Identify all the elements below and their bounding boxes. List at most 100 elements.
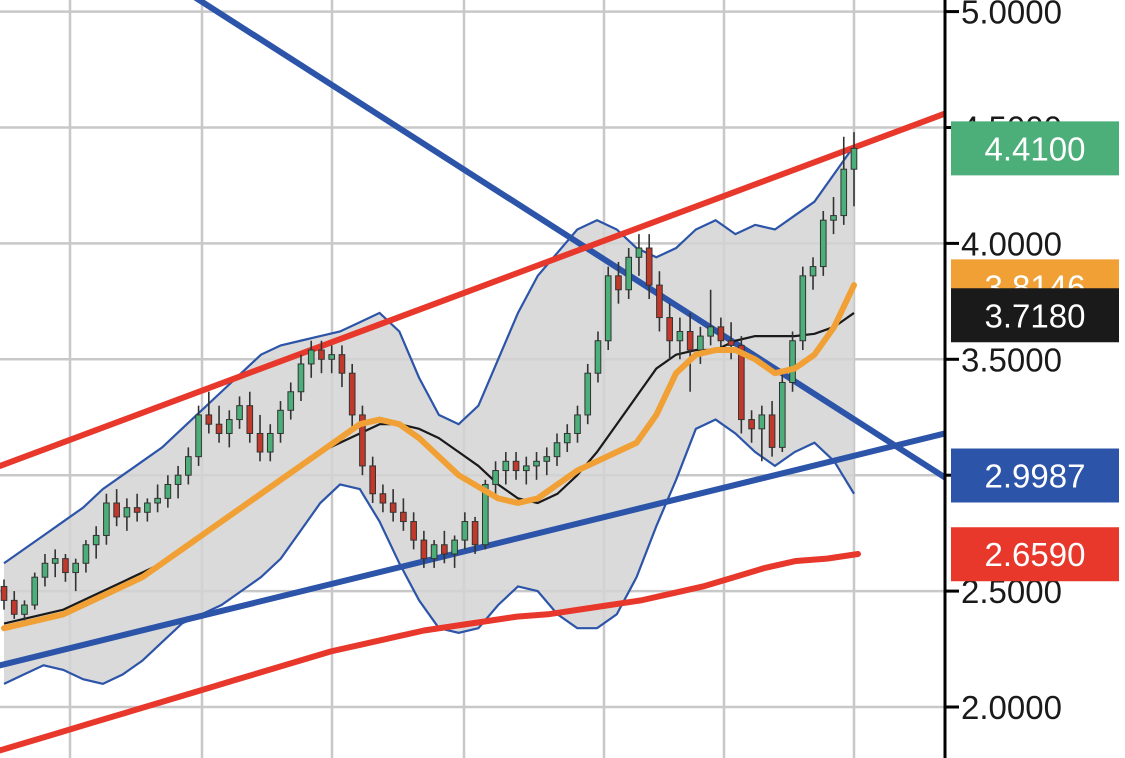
candle-1: [10, 591, 18, 619]
candle-body-25: [256, 432, 264, 453]
candle-body-9: [92, 534, 100, 546]
candle-body-45: [461, 521, 469, 541]
candle-53: [543, 447, 551, 476]
candle-17: [174, 465, 182, 499]
candle-19: [195, 405, 202, 466]
candle-63: [645, 234, 653, 300]
price-badge-bg-4: [951, 527, 1119, 582]
candle-body-71: [727, 340, 735, 346]
candle-71: [727, 322, 735, 360]
candle-body-58: [594, 340, 602, 374]
candle-16: [164, 475, 172, 508]
price-badge-bg-0: [951, 121, 1119, 176]
candle-41: [420, 530, 428, 568]
candle-40: [410, 512, 417, 550]
candle-9: [92, 526, 100, 559]
candle-body-8: [82, 544, 90, 564]
candle-body-62: [635, 247, 643, 258]
candle-79: [809, 257, 817, 290]
candle-55: [563, 424, 571, 453]
y-tick-label-4: 4.0000: [961, 225, 1062, 262]
candle-body-14: [144, 502, 151, 513]
candle-body-72: [738, 344, 745, 421]
candle-body-2: [21, 604, 28, 615]
candle-body-78: [799, 275, 807, 342]
candle-49: [502, 452, 510, 485]
price-badge-bg-3: [951, 448, 1119, 503]
candle-24: [246, 391, 254, 443]
candle-11: [113, 489, 120, 527]
candle-body-36: [369, 465, 376, 495]
price-badge-label-4: 2.6590: [985, 536, 1086, 573]
candle-73: [748, 410, 755, 443]
candle-57: [584, 363, 592, 425]
candle-body-30: [307, 349, 315, 365]
trendline-blue_down: [193, 0, 948, 481]
candle-body-33: [338, 354, 346, 374]
candle-body-20: [205, 414, 213, 425]
price-badge-label-0: 4.4100: [985, 130, 1086, 167]
ma-fast-line: [1, 282, 857, 632]
band-lower-line: [3, 418, 855, 685]
candle-body-79: [809, 266, 817, 277]
candle-18: [185, 447, 192, 485]
trendline-red_up: [0, 110, 948, 469]
candle-body-54: [553, 442, 561, 458]
candle-body-51: [522, 465, 530, 472]
candle-body-32: [328, 354, 336, 360]
candle-body-50: [512, 460, 520, 472]
candle-39: [400, 498, 407, 531]
candle-34: [348, 363, 356, 429]
candle-body-49: [502, 460, 510, 472]
candle-75: [768, 401, 776, 457]
candle-23: [236, 396, 243, 429]
candle-4: [41, 554, 49, 587]
candle-10: [103, 493, 110, 545]
candle-body-29: [297, 363, 305, 393]
candle-body-17: [174, 474, 182, 485]
candle-46: [471, 516, 479, 555]
candle-44: [451, 535, 458, 568]
candle-body-28: [287, 391, 295, 411]
candle-body-3: [31, 576, 39, 606]
candle-2: [21, 600, 28, 624]
candle-62: [635, 234, 643, 276]
candle-body-69: [707, 326, 714, 337]
candle-body-52: [533, 460, 540, 467]
candle-body-43: [441, 544, 448, 555]
candle-body-11: [113, 502, 120, 518]
candle-48: [492, 461, 499, 494]
candle-body-4: [41, 562, 49, 578]
candle-body-19: [195, 414, 202, 458]
candle-body-42: [430, 544, 438, 560]
candle-body-37: [379, 493, 387, 504]
candle-body-56: [574, 414, 581, 434]
y-tick-label-6: 5.0000: [961, 0, 1062, 31]
ma-long-line: [0, 551, 861, 754]
candle-body-24: [246, 405, 254, 434]
candle-56: [574, 405, 581, 443]
candle-32: [328, 345, 336, 374]
candle-body-75: [768, 414, 776, 448]
y-tick-label-3: 3.5000: [961, 341, 1062, 378]
candle-64: [656, 271, 663, 332]
candle-body-64: [656, 284, 663, 319]
candle-69: [707, 289, 714, 346]
price-badge-3: 2.9987: [951, 448, 1119, 503]
price-badge-2: 3.7180: [951, 288, 1119, 343]
trendline-blue_up: [0, 430, 948, 669]
candle-body-34: [348, 372, 356, 416]
candle-77: [789, 331, 796, 392]
candle-3: [31, 572, 39, 610]
candle-body-40: [410, 521, 417, 541]
price-badge-bg-2: [951, 288, 1119, 343]
candle-76: [778, 373, 786, 453]
candle-83: [850, 132, 858, 207]
candle-0: [0, 579, 8, 610]
candle-66: [676, 317, 684, 360]
candle-body-0: [0, 585, 8, 601]
candle-78: [799, 266, 807, 351]
candle-body-61: [625, 256, 633, 291]
candle-54: [553, 433, 561, 466]
